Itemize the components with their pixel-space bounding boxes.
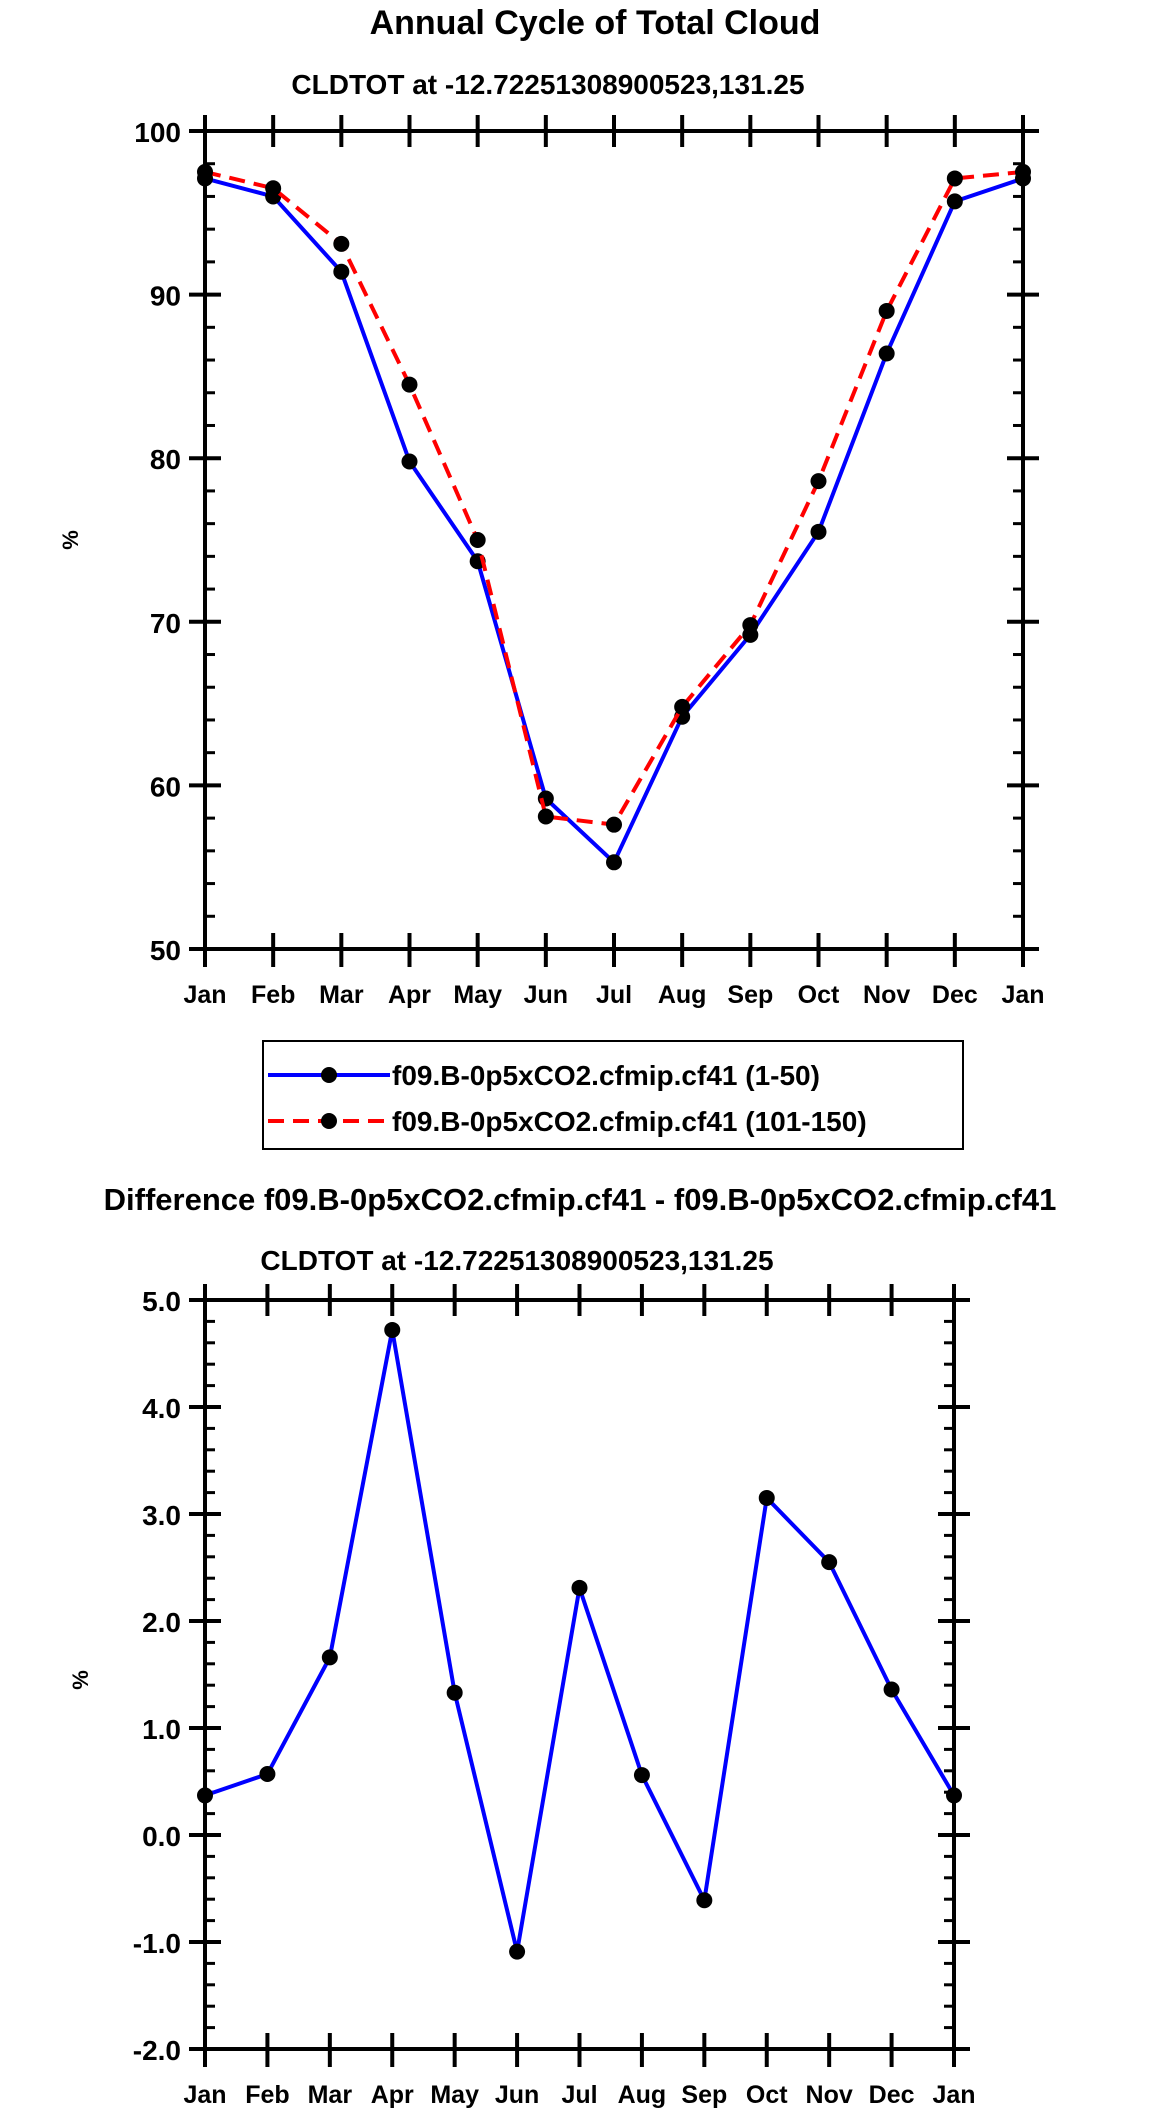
- chart-title: Difference f09.B-0p5xCO2.cfmip.cf41 - f0…: [104, 1182, 1057, 1217]
- legend-box: [262, 1040, 964, 1150]
- x-tick-label: Apr: [371, 2081, 414, 2109]
- x-tick-label: Feb: [251, 981, 295, 1009]
- data-point: [883, 1681, 900, 1698]
- y-tick-label: 60: [150, 771, 181, 802]
- y-tick-label: 3.0: [142, 1500, 181, 1531]
- x-tick-label: May: [430, 2081, 479, 2109]
- x-tick-label: Sep: [727, 981, 773, 1009]
- x-tick-label: Jun: [524, 981, 568, 1009]
- data-point: [509, 1943, 526, 1960]
- x-tick-label: Jul: [596, 981, 632, 1009]
- data-point: [633, 1767, 650, 1784]
- data-point: [1015, 163, 1031, 180]
- y-axis-label: %: [58, 530, 83, 550]
- x-tick-label: Jan: [932, 2081, 975, 2109]
- series-line: [204, 1327, 956, 1954]
- data-point: [333, 235, 350, 252]
- x-tick-label: Dec: [932, 981, 978, 1009]
- legend-marker: [321, 1113, 337, 1129]
- x-tick-label: Feb: [245, 2081, 289, 2109]
- data-point: [259, 1766, 276, 1783]
- y-tick-label: 80: [150, 444, 181, 475]
- data-point: [265, 180, 282, 197]
- x-tick-label: Jan: [183, 2081, 226, 2109]
- data-point: [197, 163, 213, 180]
- x-tick-label: Oct: [798, 981, 840, 1009]
- data-point: [946, 170, 963, 187]
- data-point: [469, 532, 486, 548]
- chart-1: Annual Cycle of Total Cloud CLDTOT at -12…: [58, 4, 1045, 1150]
- x-tick-label: Jun: [495, 2081, 539, 2109]
- chart-subtitle: CLDTOT at -12.72251308900523,131.25: [260, 1245, 773, 1276]
- legend-label: f09.B-0p5xCO2.cfmip.cf41 (101-150): [392, 1106, 867, 1137]
- x-tick-label: Nov: [806, 2081, 853, 2109]
- data-point: [674, 698, 691, 715]
- data-point: [401, 453, 418, 470]
- data-point: [742, 617, 759, 634]
- y-tick-label: -2.0: [133, 2035, 181, 2066]
- x-tick-label: Sep: [681, 2081, 727, 2109]
- data-point: [878, 302, 895, 319]
- y-tick-label: 90: [150, 281, 181, 312]
- x-tick-label: Jul: [561, 2081, 597, 2109]
- y-tick-label: 2.0: [142, 1607, 181, 1638]
- y-tick-label: 5.0: [142, 1286, 181, 1317]
- data-point: [384, 1321, 401, 1338]
- data-point: [821, 1554, 838, 1571]
- chart-subtitle: CLDTOT at -12.72251308900523,131.25: [291, 69, 804, 100]
- legend-marker: [321, 1067, 337, 1083]
- series-1: [197, 1321, 962, 1960]
- x-tick-label: Jan: [183, 981, 226, 1009]
- y-tick-label: 50: [150, 935, 181, 966]
- y-tick-label: 70: [150, 608, 181, 639]
- data-point: [537, 808, 554, 825]
- x-tick-label: Dec: [869, 2081, 915, 2109]
- x-tick-label: Nov: [863, 981, 910, 1009]
- data-point: [946, 193, 963, 210]
- chart-2: Difference f09.B-0p5xCO2.cfmip.cf41 - f0…: [68, 1182, 1056, 2109]
- data-point: [810, 523, 827, 540]
- y-axis-label: %: [68, 1670, 93, 1690]
- data-point: [321, 1649, 338, 1666]
- data-point: [197, 1787, 213, 1804]
- data-point: [446, 1684, 463, 1701]
- data-point: [571, 1579, 588, 1596]
- data-point: [946, 1787, 962, 1804]
- data-point: [758, 1489, 775, 1506]
- y-tick-label: 100: [134, 117, 181, 148]
- data-point: [810, 473, 827, 490]
- data-point: [606, 816, 622, 833]
- data-point: [401, 376, 418, 393]
- x-tick-label: Oct: [746, 2081, 788, 2109]
- data-point: [333, 263, 350, 280]
- data-point: [696, 1892, 713, 1909]
- x-tick-label: Apr: [388, 981, 431, 1009]
- x-tick-label: Aug: [658, 981, 707, 1009]
- legend-label: f09.B-0p5xCO2.cfmip.cf41 (1-50): [392, 1060, 820, 1091]
- plot-frame: [203, 1298, 956, 2051]
- series-2: [197, 163, 1031, 833]
- data-point: [606, 854, 622, 871]
- data-point: [878, 345, 895, 362]
- x-tick-label: Aug: [618, 2081, 667, 2109]
- y-tick-label: -1.0: [133, 1928, 181, 1959]
- x-tick-label: Jan: [1001, 981, 1044, 1009]
- y-tick-label: 4.0: [142, 1393, 181, 1424]
- x-tick-label: Mar: [308, 2081, 353, 2109]
- series-line: [204, 169, 1024, 827]
- x-tick-label: May: [453, 981, 502, 1009]
- x-tick-label: Mar: [319, 981, 364, 1009]
- chart-title: Annual Cycle of Total Cloud: [370, 4, 821, 42]
- y-tick-label: 0.0: [142, 1821, 181, 1852]
- y-tick-label: 1.0: [142, 1714, 181, 1745]
- legend: f09.B-0p5xCO2.cfmip.cf41 (1-50) f09.B-0p5…: [262, 1040, 964, 1150]
